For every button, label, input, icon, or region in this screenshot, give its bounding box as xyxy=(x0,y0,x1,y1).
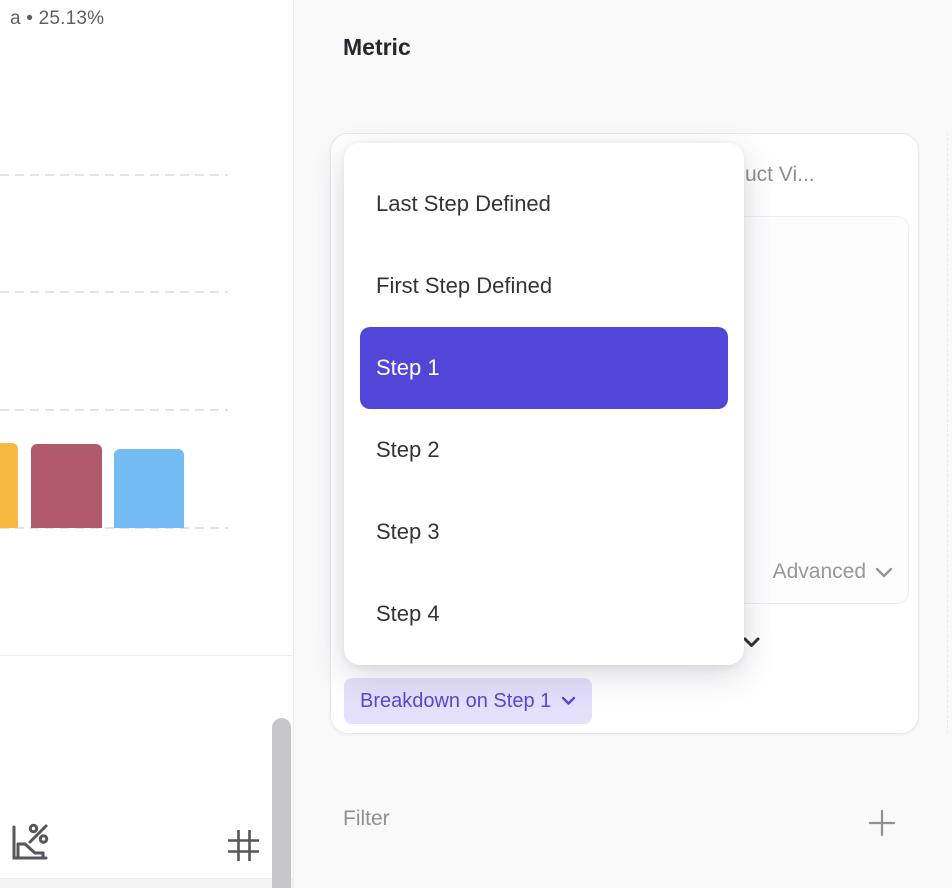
gridline xyxy=(0,291,228,293)
dropdown-item-step-4[interactable]: Step 4 xyxy=(376,601,440,626)
dropdown-item-last-step-defined[interactable]: Last Step Defined xyxy=(376,191,551,216)
adjacent-card-edge xyxy=(947,133,948,733)
chevron-down-icon xyxy=(875,567,893,578)
series-legend-label: a • 25.13% xyxy=(10,8,105,29)
section-title: Metric xyxy=(343,34,411,60)
dropdown-item-step-2[interactable]: Step 2 xyxy=(376,437,440,462)
bar-series xyxy=(0,0,293,528)
funnel-bar xyxy=(31,444,102,528)
breakdown-label: Breakdown on Step 1 xyxy=(360,689,552,712)
funnel-bar xyxy=(0,443,18,528)
add-filter-button[interactable] xyxy=(867,808,897,838)
event-name-truncated: uct Vi... xyxy=(745,163,815,186)
step-select-dropdown: Last Step Defined First Step Defined Ste… xyxy=(344,143,744,665)
panel-bottom-divider xyxy=(0,878,293,879)
funnel-bar xyxy=(114,449,184,528)
advanced-toggle[interactable]: Advanced xyxy=(773,560,893,584)
chevron-down-icon[interactable] xyxy=(743,637,760,648)
dropdown-item-step-1[interactable]: Step 1 xyxy=(360,327,728,409)
grid-number-icon[interactable] xyxy=(226,828,261,863)
chevron-down-icon xyxy=(561,696,576,706)
panel-bottom-strip xyxy=(0,879,293,888)
breakdown-on-step-button[interactable]: Breakdown on Step 1 xyxy=(344,678,593,724)
dropdown-item-first-step-defined[interactable]: First Step Defined xyxy=(376,273,553,298)
chart-panel: a • 25.13% xyxy=(0,0,294,888)
gridline xyxy=(0,174,228,176)
gridline-baseline xyxy=(0,527,228,529)
chart-card-divider xyxy=(0,655,293,656)
advanced-label: Advanced xyxy=(772,560,866,583)
gridline xyxy=(0,409,228,411)
dropdown-item-step-3[interactable]: Step 3 xyxy=(376,519,440,544)
conversion-percent-icon[interactable] xyxy=(6,817,50,865)
vertical-scrollbar[interactable] xyxy=(272,718,291,888)
filter-section-label: Filter xyxy=(343,807,390,830)
